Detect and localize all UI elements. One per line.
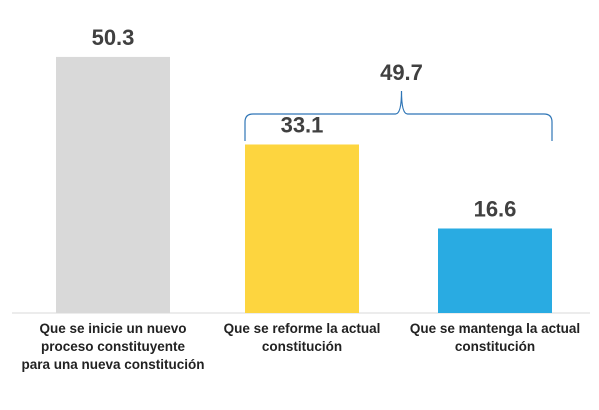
category-label-1: Que se inicie un nuevo proceso constituye… (15, 320, 211, 374)
bar-1 (56, 56, 170, 313)
category-label-2: Que se reforme la actual constitución (204, 320, 400, 356)
category-label-3: Que se mantenga la actual constitución (397, 320, 593, 356)
value-label-3: 16.6 (474, 196, 517, 221)
category-label-line: constitución (261, 339, 343, 354)
value-label-2: 33.1 (281, 112, 324, 137)
bar-2 (245, 144, 359, 313)
bar-3 (438, 228, 552, 313)
category-label-line: Que se mantenga la actual (409, 321, 581, 336)
category-label-line: constitución (454, 339, 536, 354)
category-label-line: proceso constituyente (40, 339, 186, 354)
bracket-annotation-label: 49.7 (380, 60, 423, 85)
category-label-line: Que se inicie un nuevo (39, 321, 187, 336)
category-label-line: para una nueva constitución (21, 357, 205, 372)
category-label-line: Que se reforme la actual (223, 321, 381, 336)
bracket-annotation (244, 90, 553, 141)
value-label-1: 50.3 (92, 25, 135, 50)
